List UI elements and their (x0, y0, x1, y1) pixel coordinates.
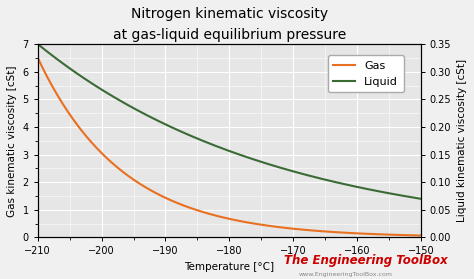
Liquid (313, 176, 319, 179)
Gas (160, 195, 165, 198)
Liquid (311, 175, 317, 179)
Liquid (187, 134, 192, 137)
Gas (418, 234, 424, 237)
Liquid (35, 42, 41, 46)
Legend: Gas, Liquid: Gas, Liquid (328, 56, 404, 92)
Text: www.EngineeringToolBox.com: www.EngineeringToolBox.com (299, 272, 392, 277)
Gas (313, 229, 319, 232)
Gas (311, 229, 317, 232)
Gas (35, 56, 41, 60)
Liquid (160, 121, 165, 125)
Liquid (276, 165, 282, 169)
X-axis label: Temperature [°C]: Temperature [°C] (184, 262, 274, 272)
Gas (276, 225, 282, 229)
Line: Gas: Gas (38, 58, 421, 235)
Text: The Engineering ToolBox: The Engineering ToolBox (284, 254, 448, 267)
Title: Nitrogen kinematic viscosity
at gas-liquid equilibrium pressure: Nitrogen kinematic viscosity at gas-liqu… (113, 7, 346, 42)
Gas (81, 132, 87, 135)
Liquid (81, 76, 87, 80)
Gas (187, 206, 192, 209)
Y-axis label: Gas kinematic viscosity [cSt]: Gas kinematic viscosity [cSt] (7, 65, 17, 217)
Y-axis label: Liquid kinematic viscosity [cSt]: Liquid kinematic viscosity [cSt] (457, 59, 467, 222)
Liquid (418, 197, 424, 201)
Line: Liquid: Liquid (38, 44, 421, 199)
